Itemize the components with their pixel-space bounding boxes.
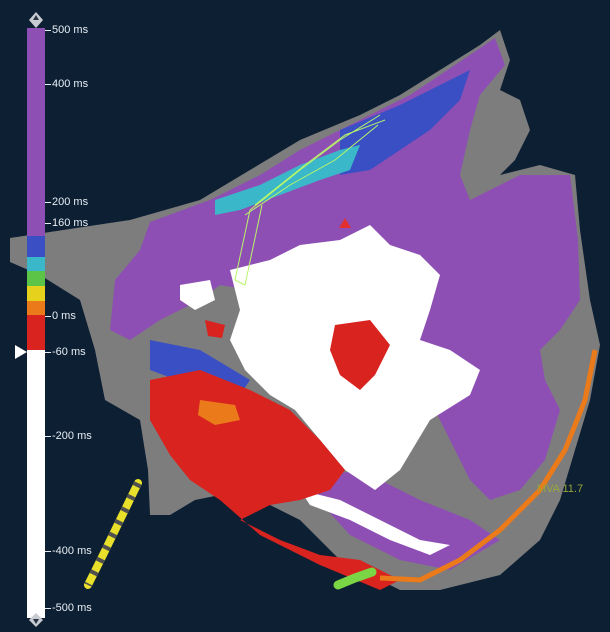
target-marker-icon[interactable] (339, 218, 351, 228)
green-catheter (333, 567, 377, 590)
tick-mark (45, 551, 51, 552)
orange-patch (198, 400, 240, 425)
diamond-arrow-icon[interactable] (29, 12, 43, 28)
tick-mark (45, 30, 51, 31)
mva-readout: MVA 11.7 (537, 483, 584, 495)
unmapped-patch (300, 490, 450, 555)
scale-label: 200 ms (52, 196, 89, 208)
tick-mark (45, 316, 51, 317)
scale-cyan-segment (27, 257, 45, 271)
scale-blue-segment (27, 236, 45, 257)
blue-zone (340, 70, 470, 175)
scale-unmapped-segment (27, 350, 45, 618)
scale-label: -500 ms (52, 602, 92, 614)
early-activation-patch-2 (205, 320, 225, 338)
early-activation-patch (330, 320, 390, 390)
scale-label: -200 ms (52, 430, 92, 442)
diamond-arrow-icon[interactable] (29, 613, 43, 627)
tick-mark (45, 352, 51, 353)
triangle-pointer-icon[interactable] (15, 345, 27, 359)
scale-label: 0 ms (52, 310, 76, 322)
tick-mark (45, 84, 51, 85)
catheter-wireframe (234, 114, 386, 286)
scale-label: 500 ms (52, 24, 89, 36)
scale-label: 160 ms (52, 217, 89, 229)
scale-green-segment (27, 271, 45, 286)
activation-scale-bar[interactable] (27, 28, 45, 618)
scale-orange-segment (27, 301, 45, 315)
unmapped-patch-2 (180, 280, 215, 310)
orange-rim (379, 349, 598, 583)
tick-mark (45, 202, 51, 203)
early-activation-zone (150, 370, 400, 590)
scale-label: -400 ms (52, 545, 92, 557)
yellow-catheter (84, 479, 142, 589)
scale-label: 400 ms (52, 78, 89, 90)
scale-late-segment (27, 28, 45, 236)
tick-mark (45, 608, 51, 609)
tick-mark (45, 223, 51, 224)
tick-mark (45, 436, 51, 437)
scale-label: -60 ms (52, 346, 86, 358)
scale-yellow-segment (27, 286, 45, 301)
scale-red-segment (27, 315, 45, 350)
